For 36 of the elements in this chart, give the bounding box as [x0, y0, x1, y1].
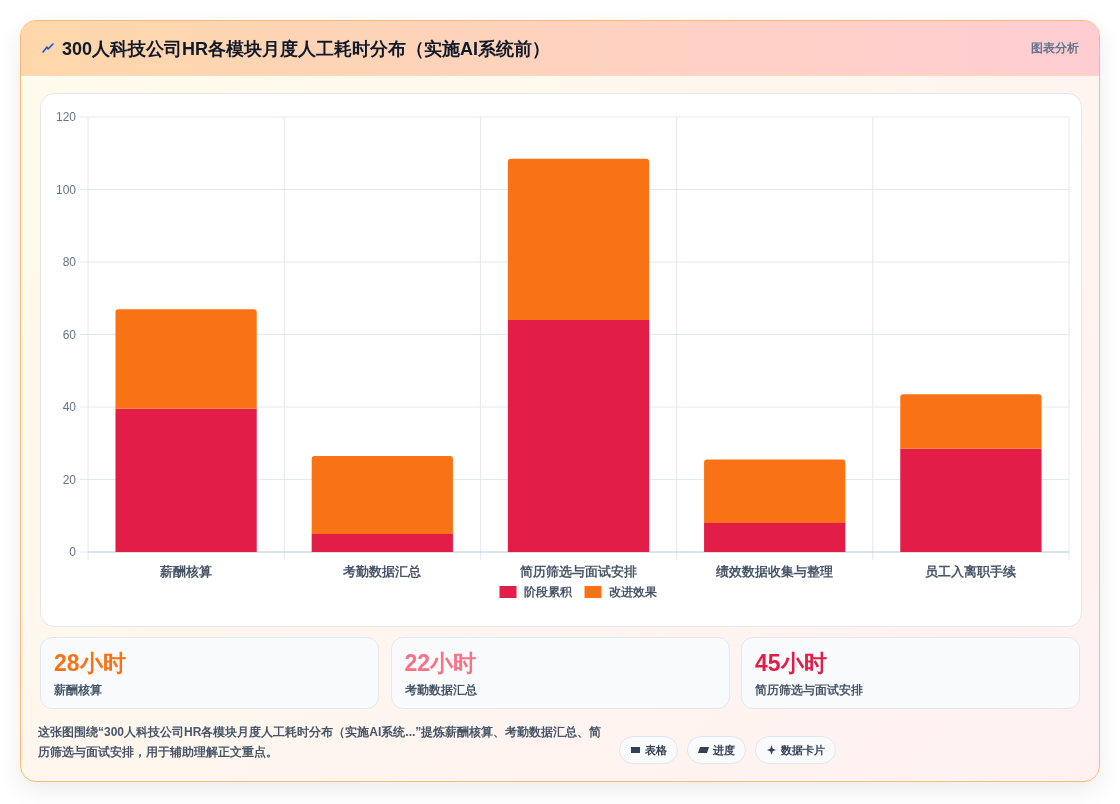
text: 进度: [713, 742, 735, 758]
text: 28小时: [54, 649, 126, 678]
bar: [507, 320, 650, 552]
bar: [115, 408, 257, 552]
chart-title: 300人科技公司HR各模块月度人工耗时分布（实施AI系统前）: [62, 38, 551, 61]
x-tick-label: 简历筛选与面试安排: [519, 564, 637, 579]
legend-label: 阶段累积: [523, 585, 573, 599]
bar: [900, 448, 1042, 552]
text: 数据卡片: [781, 742, 825, 758]
text: 考勤数据汇总: [404, 682, 477, 699]
bar: [115, 309, 257, 409]
y-tick-label: 80: [62, 255, 77, 269]
x-tick-label: 员工入离职手续: [925, 564, 1018, 579]
text: 简历筛选与面试安排: [755, 682, 863, 699]
x-tick-label: 考勤数据汇总: [342, 564, 423, 579]
text: 表格: [645, 742, 667, 758]
text: 这张图围绕“300人科技公司HR各模块月度人工耗时分布（实施AI系统...”提炼薪酬核算、考勤数据汇总、简历筛选与面试安排，用于辅助理解正文重点。: [38, 724, 603, 761]
text: 22小时: [404, 649, 477, 678]
x-tick-label: 绩效数据收集与整理: [715, 564, 834, 579]
bar: [311, 455, 453, 534]
text: 图表分析: [1031, 40, 1079, 57]
x-tick-label: 薪酬核算: [159, 564, 213, 579]
text: 薪酬核算: [54, 682, 102, 699]
y-tick-label: 60: [62, 327, 77, 342]
y-tick-label: 20: [62, 472, 77, 487]
bar: [704, 523, 846, 552]
bar: [900, 394, 1042, 449]
legend-label: 改进效果: [608, 585, 658, 599]
bar: [507, 158, 650, 320]
y-tick-label: 40: [62, 400, 77, 414]
bar: [704, 459, 846, 523]
y-tick-label: 100: [55, 182, 77, 197]
y-tick-label: 0: [69, 545, 77, 559]
y-tick-label: 120: [55, 110, 77, 124]
bar: [311, 533, 453, 552]
text: 45小时: [755, 649, 827, 678]
